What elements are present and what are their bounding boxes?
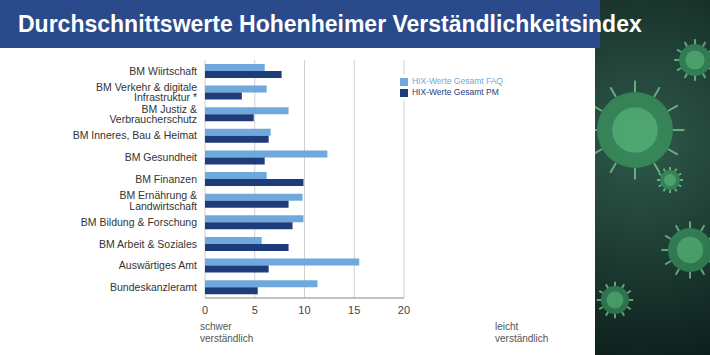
svg-text:10: 10 (298, 304, 310, 316)
html-text:Durchschnittswerte Hohenheimer: Durchschnittswerte Hohenheimer Verständl… (18, 11, 642, 37)
svg-text:5: 5 (252, 304, 258, 316)
html-text:HIX-Werte Gesamt FAQ: HIX-Werte Gesamt FAQ (412, 76, 503, 86)
svg-text:BM Arbeit & Soziales: BM Arbeit & Soziales (99, 238, 197, 250)
svg-text:15: 15 (348, 304, 360, 316)
svg-text:BM Ernährung &Landwirtschaft: BM Ernährung &Landwirtschaft (119, 189, 197, 212)
svg-text:BM Bildung & Forschung: BM Bildung & Forschung (81, 216, 197, 228)
svg-text:Bundeskanzleramt: Bundeskanzleramt (110, 281, 197, 293)
html-text:HIX-Werte Gesamt PM: HIX-Werte Gesamt PM (412, 87, 499, 97)
svg-text:BM Wiirtschaft: BM Wiirtschaft (129, 65, 197, 77)
html-text:schwer verständlich: schwer verständlich (200, 321, 254, 344)
svg-text:BM Gesundheit: BM Gesundheit (125, 151, 197, 163)
svg-text:BM Finanzen: BM Finanzen (135, 173, 197, 185)
svg-text:BM Inneres, Bau & Heimat: BM Inneres, Bau & Heimat (73, 129, 197, 141)
svg-text:20: 20 (398, 304, 410, 316)
svg-text:BM Justiz &Verbraucherschutz: BM Justiz &Verbraucherschutz (109, 103, 197, 126)
svg-text:0: 0 (202, 304, 208, 316)
html-text:leicht verständlich: leicht verständlich (495, 321, 549, 344)
svg-text:BM Verkehr & digitaleInfrastru: BM Verkehr & digitaleInfrastruktur * (96, 81, 197, 104)
svg-text:Auswärtiges Amt: Auswärtiges Amt (119, 259, 197, 271)
